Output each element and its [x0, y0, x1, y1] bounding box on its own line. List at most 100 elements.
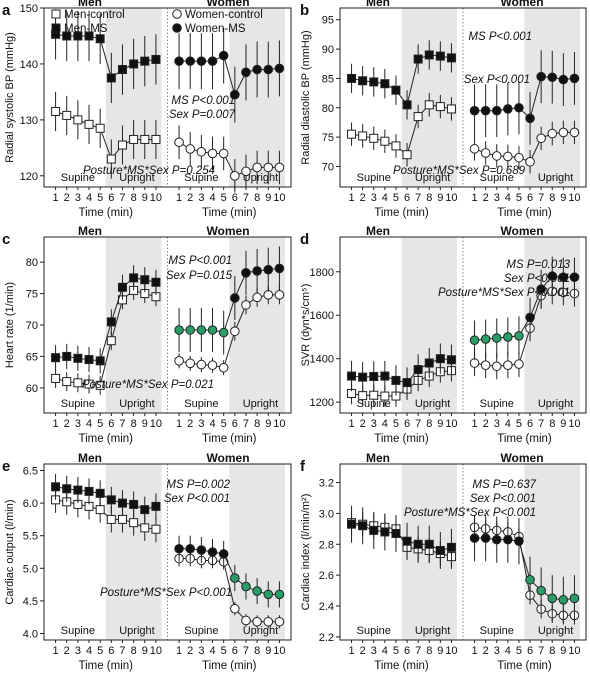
y-axis-label: Radial systolic BP (mmHg) [4, 32, 16, 163]
x-tick-label: 8 [131, 418, 137, 430]
series-women-ms [469, 514, 580, 624]
data-point [491, 333, 502, 343]
group-title-women: Women [206, 224, 249, 238]
data-point [435, 354, 445, 364]
data-point [413, 54, 423, 64]
x-axis-label: Time (min) [78, 660, 133, 672]
y-tick-label: 3.0 [319, 508, 334, 520]
data-point [514, 331, 524, 341]
stat-annotation: Sex P<0.001 [504, 273, 570, 285]
group-title-women: Women [500, 0, 543, 9]
data-point [241, 268, 251, 278]
series-line [351, 104, 452, 156]
data-point [369, 77, 379, 87]
data-point [347, 73, 357, 83]
x-tick-label: 8 [549, 418, 555, 430]
data-point [62, 31, 72, 41]
x-tick-label: 3 [75, 645, 81, 657]
data-point [185, 543, 196, 554]
x-tick-label: 5 [516, 192, 522, 204]
x-tick-label: 6 [527, 192, 533, 204]
y-axis-label: Heart rate (1/min) [4, 282, 16, 368]
x-tick-label: 6 [232, 192, 238, 204]
series-women-ms [174, 27, 285, 123]
series-line [351, 54, 452, 106]
y-tick-label: 2.6 [319, 570, 334, 582]
data-point [391, 141, 401, 151]
data-point [106, 336, 116, 346]
data-point [469, 144, 480, 154]
data-point [95, 380, 105, 390]
data-point [84, 379, 94, 389]
data-point [491, 105, 502, 116]
data-point [446, 104, 456, 114]
x-axis-label: Time (min) [497, 660, 552, 672]
phase-label-supine: Supine [184, 172, 218, 184]
series-line [474, 131, 575, 163]
data-point [491, 361, 502, 372]
x-tick-label: 7 [243, 418, 249, 430]
legend-marker [51, 9, 61, 19]
data-point [274, 63, 285, 74]
x-axis-label: Time (min) [497, 207, 552, 219]
data-point [218, 327, 229, 338]
x-axis-label: Time (min) [78, 433, 133, 445]
y-tick-label: 1800 [310, 267, 334, 279]
stat-annotation: MS P=0.013 [506, 259, 570, 271]
x-tick-label: 6 [108, 645, 114, 657]
x-tick-label: 5 [393, 418, 399, 430]
y-tick-label: 80 [322, 103, 334, 115]
x-tick-label: 9 [142, 192, 148, 204]
phase-label-upright: Upright [243, 172, 278, 184]
legend-label: Men-control [64, 9, 125, 21]
data-point [241, 166, 251, 177]
data-point [51, 373, 61, 383]
data-point [106, 495, 116, 505]
group-title-women: Women [206, 451, 249, 465]
data-point [480, 148, 491, 158]
series-men-ms [347, 343, 456, 398]
x-tick-label: 10 [150, 192, 162, 204]
data-point [274, 616, 285, 627]
data-point [241, 581, 251, 592]
x-tick-label: 10 [445, 645, 457, 657]
data-point [380, 371, 390, 381]
y-tick-label: 140 [20, 59, 38, 71]
group-title-women: Women [500, 451, 543, 465]
x-tick-label: 9 [142, 645, 148, 657]
x-tick-label: 10 [445, 418, 457, 430]
data-point [207, 547, 218, 557]
data-point [358, 391, 368, 401]
x-tick-label: 8 [426, 418, 432, 430]
stat-annotation: Sex P=0.007 [169, 109, 236, 121]
data-point [252, 586, 262, 596]
data-point [274, 290, 285, 300]
group-title-women: Women [206, 0, 249, 9]
data-point [151, 134, 161, 144]
phase-label-upright: Upright [119, 398, 154, 410]
phase-label-supine: Supine [61, 398, 95, 410]
x-tick-label: 4 [382, 418, 388, 430]
data-point [241, 300, 251, 310]
data-point [117, 65, 127, 75]
data-point [140, 56, 150, 66]
x-axis-label: Time (min) [202, 433, 257, 445]
x-tick-label: 2 [360, 192, 366, 204]
data-point [347, 519, 357, 529]
panel-letter: e [2, 458, 10, 475]
data-point [51, 482, 61, 492]
x-tick-label: 7 [243, 192, 249, 204]
phase-label-upright: Upright [415, 625, 450, 637]
data-point [446, 542, 456, 552]
y-tick-label: 130 [20, 115, 38, 127]
data-point [252, 162, 262, 173]
data-point [196, 545, 207, 555]
stat-annotation: Posture*MS*Sex P<0.001 [438, 287, 570, 299]
panel-letter: d [300, 231, 309, 248]
data-point [140, 505, 150, 515]
phase-label-upright: Upright [119, 625, 154, 637]
